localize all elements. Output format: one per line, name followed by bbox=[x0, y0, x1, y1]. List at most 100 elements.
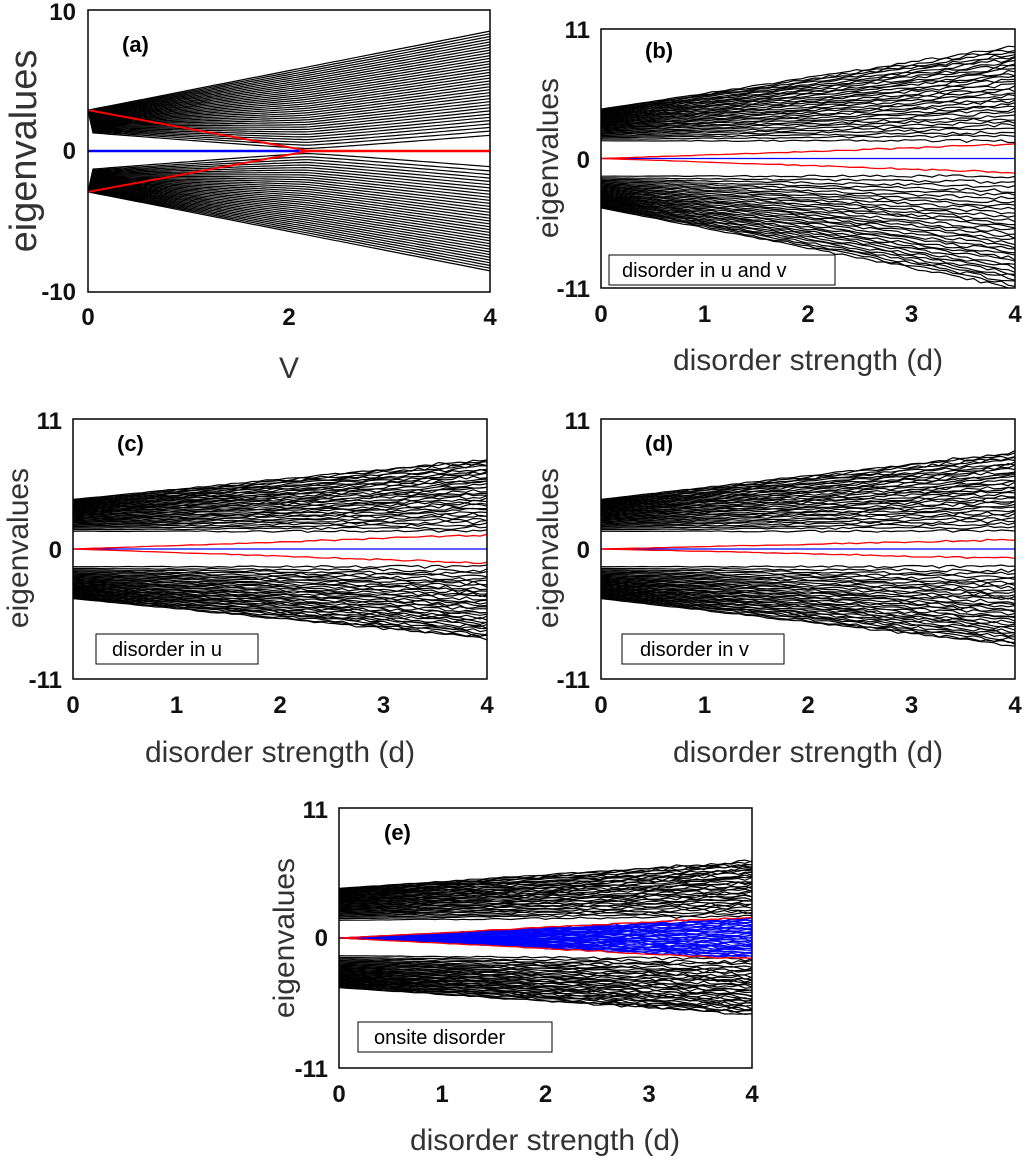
bulk-eigenvalue-line bbox=[88, 190, 490, 264]
bulk-eigenvalue-line bbox=[73, 581, 487, 604]
bulk-eigenvalue-line bbox=[339, 979, 752, 1002]
bulk-eigenvalue-line bbox=[339, 973, 752, 992]
bulk-eigenvalue-line bbox=[88, 92, 490, 124]
bulk-eigenvalue-line bbox=[88, 35, 490, 112]
bulk-eigenvalue-line bbox=[601, 506, 1015, 523]
bulk-eigenvalue-line bbox=[88, 30, 490, 111]
panel-a-label: (a) bbox=[122, 32, 149, 57]
bulk-eigenvalue-line bbox=[601, 83, 1015, 123]
panel-b-frame bbox=[600, 28, 1016, 289]
bulk-eigenvalue-line bbox=[88, 109, 490, 136]
bulk-eigenvalue-line bbox=[73, 567, 487, 573]
bulk-eigenvalue-line bbox=[601, 593, 1015, 634]
panel-e-xtick-0: 0 bbox=[332, 1081, 345, 1108]
panel-c-curves bbox=[73, 459, 487, 641]
bulk-eigenvalue-line bbox=[339, 867, 752, 894]
bulk-eigenvalue-line bbox=[601, 598, 1015, 647]
bulk-eigenvalue-line bbox=[73, 459, 487, 500]
panel-b-xtick-4: 4 bbox=[1008, 301, 1022, 328]
bulk-eigenvalue-line bbox=[88, 44, 490, 113]
bulk-eigenvalue-line bbox=[88, 178, 490, 210]
bulk-eigenvalue-line bbox=[88, 184, 490, 239]
bulk-eigenvalue-line bbox=[88, 186, 490, 247]
bulk-eigenvalue-line bbox=[601, 188, 1015, 223]
bulk-eigenvalue-line bbox=[73, 468, 487, 505]
panel-e-ylabel: eigenvalues bbox=[268, 858, 301, 1018]
bulk-eigenvalue-line bbox=[88, 63, 490, 118]
bulk-eigenvalue-line bbox=[88, 179, 490, 216]
bulk-eigenvalue-line bbox=[339, 977, 752, 1001]
bulk-eigenvalue-line bbox=[601, 110, 1015, 132]
panel-d-label: (d) bbox=[645, 431, 673, 456]
bulk-eigenvalue-line bbox=[601, 517, 1015, 527]
bulk-eigenvalue-line bbox=[601, 567, 1015, 573]
bulk-eigenvalue-line bbox=[88, 38, 490, 112]
panel-e-ytick-bottom: -11 bbox=[295, 1056, 328, 1083]
bulk-eigenvalue-line bbox=[601, 85, 1015, 124]
panel-d-xtick-4: 4 bbox=[1008, 692, 1022, 719]
bulk-eigenvalue-line bbox=[601, 204, 1015, 277]
edge-state-line bbox=[601, 143, 1015, 160]
bulk-eigenvalue-line bbox=[601, 194, 1015, 246]
bulk-eigenvalue-line bbox=[88, 109, 490, 146]
bulk-eigenvalue-line bbox=[601, 56, 1015, 113]
bulk-eigenvalue-line bbox=[601, 192, 1015, 239]
bulk-eigenvalue-line bbox=[73, 564, 487, 569]
bulk-eigenvalue-line bbox=[73, 571, 487, 581]
panel-d-frame bbox=[600, 418, 1016, 680]
bulk-eigenvalue-line bbox=[601, 564, 1015, 569]
bulk-eigenvalue-line bbox=[339, 965, 752, 980]
panel-b-ytick-top: 11 bbox=[565, 17, 590, 44]
bulk-eigenvalue-line bbox=[339, 891, 752, 908]
panel-b: (b) 11 0 -11 0 1 2 3 4 disorder strength… bbox=[532, 17, 1022, 377]
bulk-eigenvalue-line bbox=[339, 967, 752, 983]
bulk-eigenvalue-line bbox=[601, 202, 1015, 273]
bulk-eigenvalue-line bbox=[73, 596, 487, 637]
bulk-eigenvalue-line bbox=[339, 872, 752, 897]
panel-a-xtick-0: 0 bbox=[81, 304, 94, 331]
bulk-eigenvalue-line bbox=[601, 177, 1015, 185]
bulk-eigenvalue-line bbox=[601, 461, 1015, 505]
bulk-eigenvalue-line bbox=[88, 74, 490, 120]
bulk-eigenvalue-line bbox=[601, 529, 1015, 533]
bulk-eigenvalue-line bbox=[88, 175, 490, 198]
bulk-eigenvalue-line bbox=[601, 63, 1015, 116]
bulk-eigenvalue-line bbox=[601, 456, 1015, 503]
bulk-eigenvalue-line bbox=[73, 495, 487, 517]
bulk-eigenvalue-line bbox=[88, 60, 490, 117]
bulk-eigenvalue-line bbox=[88, 186, 490, 245]
panel-b-xlabel: disorder strength (d) bbox=[673, 344, 943, 377]
bulk-eigenvalue-line bbox=[339, 984, 752, 1011]
panel-c-ytick-mid: 0 bbox=[49, 537, 62, 564]
bulk-eigenvalue-line bbox=[601, 521, 1015, 529]
panel-d-ytick-mid: 0 bbox=[577, 537, 590, 564]
bulk-eigenvalue-line bbox=[73, 576, 487, 593]
bulk-eigenvalue-line bbox=[73, 486, 487, 513]
panel-d-xlabel: disorder strength (d) bbox=[673, 736, 943, 769]
bulk-eigenvalue-line bbox=[73, 580, 487, 601]
bulk-eigenvalue-line bbox=[601, 117, 1015, 134]
bulk-eigenvalue-line bbox=[601, 450, 1015, 500]
bulk-eigenvalue-line bbox=[88, 182, 490, 228]
bulk-eigenvalue-line bbox=[601, 574, 1015, 590]
bulk-eigenvalue-line bbox=[339, 883, 752, 903]
bulk-eigenvalue-line bbox=[88, 107, 490, 128]
bulk-eigenvalue-line bbox=[601, 180, 1015, 197]
panel-a-curves bbox=[88, 30, 490, 272]
bulk-eigenvalue-line bbox=[601, 585, 1015, 616]
panel-a-xlabel: V bbox=[279, 352, 299, 385]
bulk-eigenvalue-line bbox=[601, 584, 1015, 613]
edge-state-line bbox=[339, 937, 752, 960]
panel-d-ytick-bottom: -11 bbox=[557, 667, 590, 694]
panel-d-legend-box bbox=[621, 633, 785, 665]
bulk-eigenvalue-line bbox=[73, 585, 487, 610]
bulk-eigenvalue-line bbox=[601, 575, 1015, 592]
bulk-eigenvalue-line bbox=[601, 196, 1015, 250]
bulk-eigenvalue-line bbox=[339, 911, 752, 920]
panel-d-xtick-3: 3 bbox=[905, 692, 918, 719]
bulk-eigenvalue-line bbox=[601, 572, 1015, 585]
panel-e-legend: onsite disorder bbox=[374, 1027, 506, 1049]
bulk-eigenvalue-line bbox=[339, 959, 752, 968]
bulk-eigenvalue-line bbox=[601, 127, 1015, 138]
bulk-eigenvalue-line bbox=[601, 595, 1015, 641]
